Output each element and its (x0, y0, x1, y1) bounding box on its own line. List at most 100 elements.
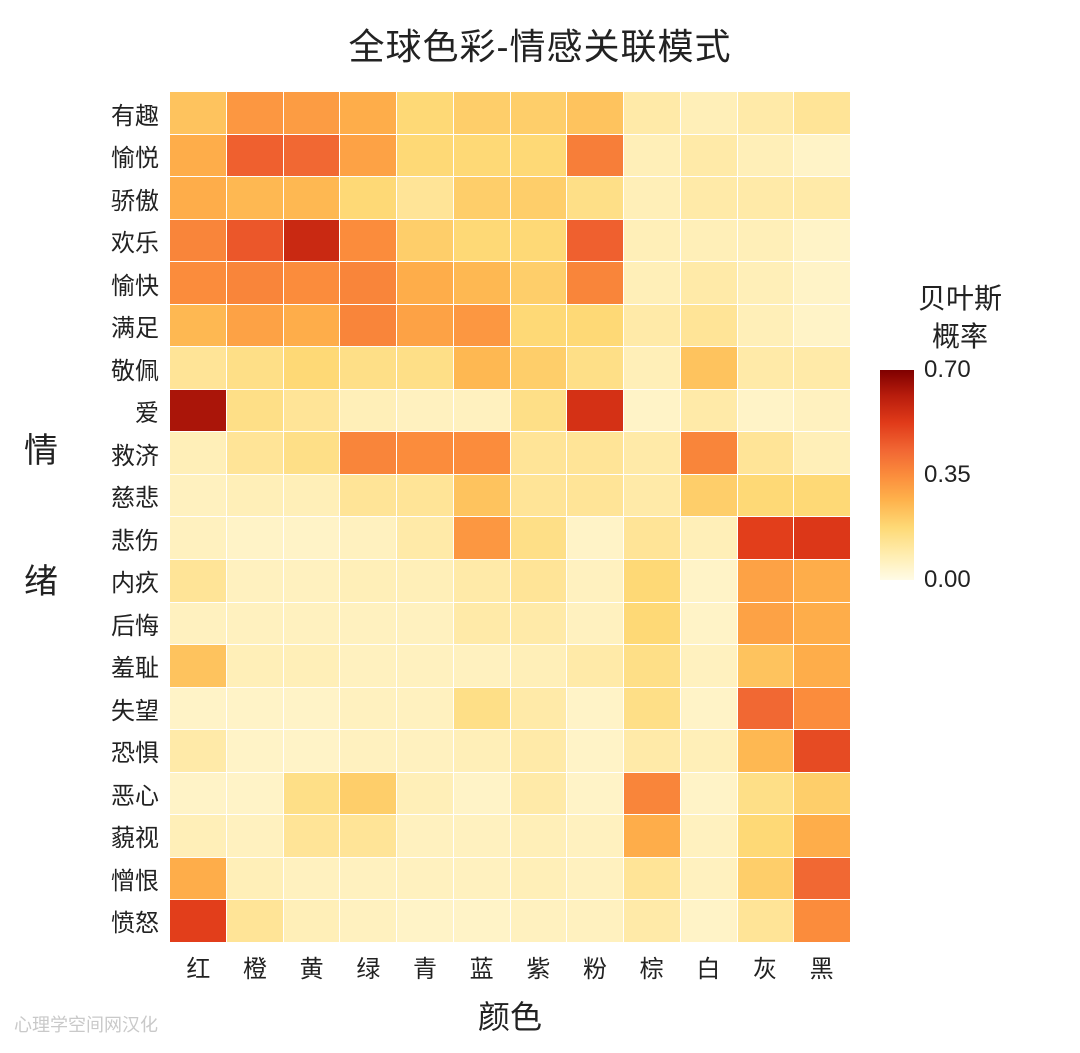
heatmap-cell (624, 645, 680, 687)
heatmap-cell (340, 730, 396, 772)
heatmap-cell (624, 560, 680, 602)
y-tick-label: 悲伤 (100, 517, 165, 560)
heatmap-cell (567, 730, 623, 772)
heatmap-cell (511, 560, 567, 602)
heatmap-cell (227, 475, 283, 517)
heatmap-cell (227, 560, 283, 602)
heatmap-cell (624, 92, 680, 134)
heatmap-cell (511, 517, 567, 559)
heatmap-cell (397, 220, 453, 262)
heatmap-cell (681, 730, 737, 772)
heatmap-cell (511, 900, 567, 942)
x-axis-title: 颜色 (170, 992, 850, 1038)
heatmap-cell (340, 220, 396, 262)
heatmap-cell (170, 645, 226, 687)
heatmap-cell (454, 220, 510, 262)
heatmap-cell (284, 262, 340, 304)
heatmap-cell (681, 432, 737, 474)
heatmap-cell (624, 475, 680, 517)
heatmap-cell (794, 305, 850, 347)
heatmap-cell (340, 347, 396, 389)
heatmap-cell (284, 177, 340, 219)
heatmap-cell (511, 815, 567, 857)
heatmap-cell (397, 347, 453, 389)
heatmap-cell (567, 773, 623, 815)
heatmap-cell (227, 432, 283, 474)
heatmap-cell (794, 432, 850, 474)
heatmap-cell (567, 347, 623, 389)
heatmap-cell (454, 858, 510, 900)
y-tick-label: 满足 (100, 305, 165, 348)
x-tick-label: 棕 (623, 946, 680, 986)
heatmap-cell (454, 390, 510, 432)
x-tick-label: 绿 (340, 946, 397, 986)
legend-color-bar (880, 370, 914, 580)
heatmap-cell (170, 688, 226, 730)
heatmap-cell (567, 815, 623, 857)
heatmap-cell (511, 730, 567, 772)
heatmap-cell (227, 517, 283, 559)
y-tick-label: 敬佩 (100, 347, 165, 390)
y-axis-labels: 有趣愉悦骄傲欢乐愉快满足敬佩爱救济慈悲悲伤内疚后悔羞耻失望恐惧恶心藐视憎恨愤怒 (100, 92, 165, 942)
heatmap-cell (567, 517, 623, 559)
heatmap-cell (624, 390, 680, 432)
y-tick-label: 后悔 (100, 602, 165, 645)
heatmap-cell (511, 305, 567, 347)
y-tick-label: 失望 (100, 687, 165, 730)
heatmap-cell (340, 858, 396, 900)
heatmap-cell (340, 688, 396, 730)
heatmap-cell (170, 858, 226, 900)
heatmap-cell (227, 603, 283, 645)
watermark-text: 心理学空间网汉化 (14, 1011, 158, 1037)
heatmap-cell (794, 390, 850, 432)
x-tick-label: 橙 (227, 946, 284, 986)
heatmap-cell (511, 432, 567, 474)
heatmap-cell (454, 262, 510, 304)
x-tick-label: 白 (680, 946, 737, 986)
legend-title-line: 概率 (932, 321, 988, 352)
y-tick-label: 慈悲 (100, 475, 165, 518)
heatmap-cell (681, 560, 737, 602)
legend-tick-label: 0.70 (924, 356, 971, 384)
heatmap-cell (284, 645, 340, 687)
y-tick-label: 藐视 (100, 815, 165, 858)
heatmap-cell (567, 432, 623, 474)
heatmap-cell (511, 347, 567, 389)
heatmap-cell (567, 305, 623, 347)
heatmap-cell (794, 135, 850, 177)
y-tick-label: 愉快 (100, 262, 165, 305)
heatmap-cell (397, 305, 453, 347)
heatmap-cell (397, 730, 453, 772)
heatmap-cell (624, 177, 680, 219)
heatmap-cell (284, 900, 340, 942)
heatmap-cell (454, 92, 510, 134)
heatmap-cell (681, 135, 737, 177)
heatmap-cell (454, 305, 510, 347)
heatmap-cell (284, 475, 340, 517)
heatmap-cell (284, 220, 340, 262)
heatmap-cell (624, 730, 680, 772)
y-tick-label: 恶心 (100, 772, 165, 815)
heatmap-cell (738, 432, 794, 474)
heatmap-cell (624, 688, 680, 730)
heatmap-cell (170, 900, 226, 942)
heatmap-cell (284, 92, 340, 134)
heatmap-cell (624, 432, 680, 474)
heatmap-cell (738, 815, 794, 857)
legend-title: 贝叶斯 概率 (880, 280, 1040, 356)
heatmap-cell (397, 390, 453, 432)
heatmap-cell (454, 645, 510, 687)
heatmap-cell (397, 560, 453, 602)
y-tick-label: 骄傲 (100, 177, 165, 220)
heatmap-cell (170, 432, 226, 474)
heatmap-cell (794, 645, 850, 687)
legend-ticks: 0.700.350.00 (924, 370, 994, 580)
heatmap-cell (681, 390, 737, 432)
heatmap-cell (170, 220, 226, 262)
heatmap-cell (624, 815, 680, 857)
heatmap-cell (170, 135, 226, 177)
heatmap-cell (284, 560, 340, 602)
heatmap-cell (340, 432, 396, 474)
heatmap-cell (397, 432, 453, 474)
heatmap-cell (794, 900, 850, 942)
